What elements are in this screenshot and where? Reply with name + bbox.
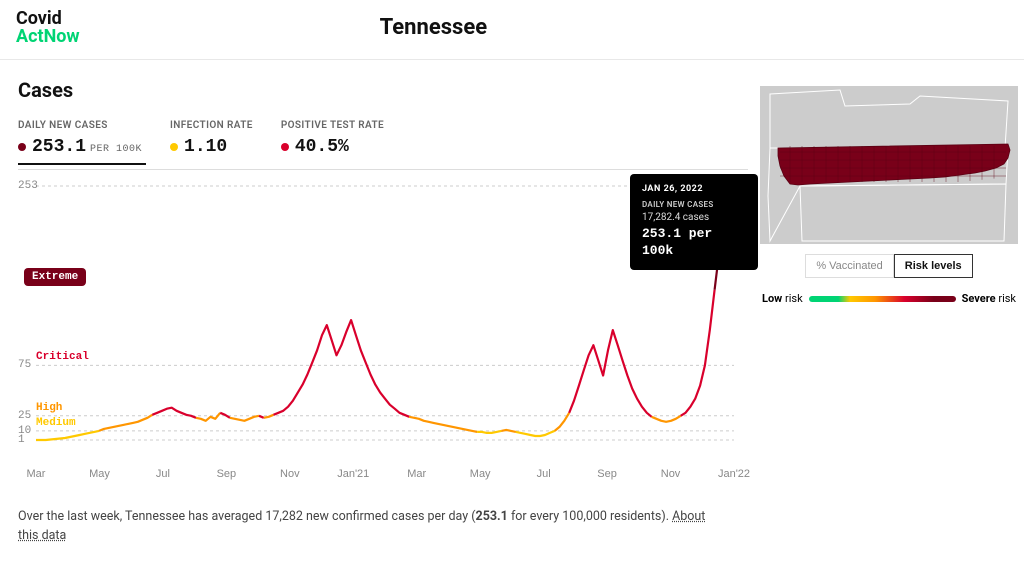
footer-prefix: Over the last week, Tennessee has averag… bbox=[18, 509, 476, 524]
footer-bold: 253.1 bbox=[476, 509, 508, 524]
x-tick-label: Jul bbox=[156, 468, 170, 480]
x-tick-label: Mar bbox=[27, 468, 46, 480]
x-tick-label: Jan'22 bbox=[718, 468, 750, 480]
legend-gradient bbox=[809, 296, 956, 302]
y-tick-label: 75 bbox=[18, 359, 31, 371]
x-tick-label: May bbox=[470, 468, 491, 480]
chart-container: Extreme 2537525101 CriticalHighMedium Ma… bbox=[18, 180, 748, 490]
tooltip-cases: 17,282.4 cases bbox=[642, 212, 746, 223]
metric-tab[interactable]: DAILY NEW CASES 253.1 PER 100K bbox=[18, 120, 170, 157]
metric-dot bbox=[170, 143, 178, 151]
map-panel: % Vaccinated Risk levels Low risk Severe… bbox=[760, 86, 1018, 305]
metric-label: INFECTION RATE bbox=[170, 120, 253, 131]
x-tick-label: Sep bbox=[597, 468, 617, 480]
metric-value: 40.5% bbox=[281, 137, 384, 157]
tooltip-value: 253.1 per 100k bbox=[642, 226, 746, 260]
risk-badge: Extreme bbox=[24, 268, 86, 286]
map-toggle: % Vaccinated Risk levels bbox=[760, 254, 1018, 278]
x-axis-labels: Mar May Jul Sep Nov Jan'21 Mar May Jul Sep Nov Jan'… bbox=[18, 468, 748, 484]
metric-dot bbox=[281, 143, 289, 151]
metric-tab[interactable]: INFECTION RATE 1.10 bbox=[170, 120, 281, 157]
logo-line1: Covid bbox=[16, 10, 80, 28]
footer-summary: Over the last week, Tennessee has averag… bbox=[18, 508, 718, 546]
risk-band-label: Critical bbox=[36, 351, 89, 363]
metric-label: DAILY NEW CASES bbox=[18, 120, 142, 131]
y-tick-label: 1 bbox=[18, 434, 25, 446]
x-tick-label: Jan'21 bbox=[337, 468, 369, 480]
x-tick-label: Sep bbox=[217, 468, 237, 480]
y-tick-label: 253 bbox=[18, 180, 38, 192]
x-tick-label: May bbox=[89, 468, 110, 480]
legend-low: Low bbox=[762, 292, 782, 305]
risk-band-label: High bbox=[36, 402, 62, 414]
logo-line2: ActNow bbox=[16, 28, 80, 46]
page-title: Tennessee bbox=[380, 15, 487, 40]
toggle-vaccinated[interactable]: % Vaccinated bbox=[805, 254, 893, 278]
chart-tooltip: JAN 26, 2022 DAILY NEW CASES 17,282.4 ca… bbox=[630, 174, 758, 270]
logo: Covid ActNow bbox=[16, 10, 80, 46]
y-tick-label: 25 bbox=[18, 410, 31, 422]
risk-legend: Low risk Severe risk bbox=[760, 292, 1018, 305]
x-tick-label: Jul bbox=[537, 468, 551, 480]
metric-dot bbox=[18, 143, 26, 151]
tooltip-date: JAN 26, 2022 bbox=[642, 184, 746, 194]
metrics-divider bbox=[18, 169, 748, 170]
x-tick-label: Nov bbox=[661, 468, 681, 480]
active-tab-underline bbox=[18, 163, 146, 165]
legend-low-sfx: risk bbox=[785, 292, 803, 305]
legend-high-sfx: risk bbox=[998, 292, 1016, 305]
footer-suffix: for every 100,000 residents). bbox=[508, 509, 672, 524]
toggle-risk-levels[interactable]: Risk levels bbox=[894, 254, 973, 278]
metric-value: 253.1 PER 100K bbox=[18, 137, 142, 157]
tooltip-label: DAILY NEW CASES bbox=[642, 200, 746, 209]
legend-high: Severe bbox=[962, 292, 996, 305]
metric-tab[interactable]: POSITIVE TEST RATE 40.5% bbox=[281, 120, 412, 157]
risk-band-label: Medium bbox=[36, 417, 76, 429]
metric-value: 1.10 bbox=[170, 137, 253, 157]
x-tick-label: Mar bbox=[407, 468, 426, 480]
map-region[interactable] bbox=[760, 86, 1018, 244]
metric-label: POSITIVE TEST RATE bbox=[281, 120, 384, 131]
x-tick-label: Nov bbox=[280, 468, 300, 480]
